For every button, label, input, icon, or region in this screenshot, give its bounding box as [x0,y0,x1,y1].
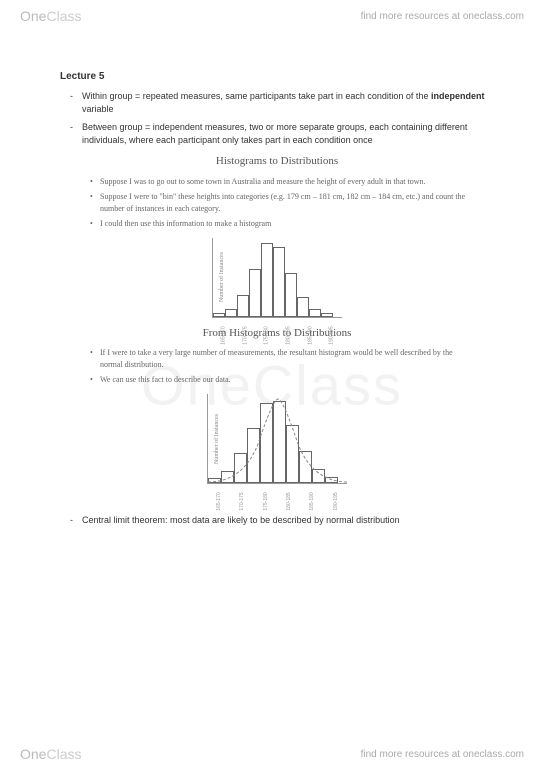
final-bullet: Central limit theorem: most data are lik… [70,514,494,527]
x-tick-label: 170-175 [239,490,246,513]
lecture-title: Lecture 5 [60,70,494,84]
histogram-bar [286,425,299,483]
main-bullets: Within group = repeated measures, same p… [60,90,494,146]
bullet-2: Between group = independent measures, tw… [70,121,494,146]
histogram-bar [297,297,309,317]
histogram-bar [273,247,285,317]
chart2-wrap: Number of Instances 165-170170-175175-18… [60,394,494,484]
histogram-bar [309,309,321,317]
s1-b1: Suppose I was to go out to some town in … [90,176,474,188]
histogram-bar [299,451,312,483]
x-tick-label: 180-185 [286,490,293,513]
histogram-bar [225,309,237,317]
histogram-bar [213,313,225,317]
x-tick-label: 165-170 [220,324,227,346]
histogram-bar [208,478,221,483]
s1-b3: I could then use this information to mak… [90,218,474,230]
chart1-xticks: 165-170170-175175-180180-185185-190190-1… [213,332,343,339]
histogram-bar [325,477,338,483]
x-tick-label: 190-195 [333,490,340,513]
b1-bold: independent [431,91,485,101]
x-tick-label: 180-185 [285,324,292,346]
histogram-bar [249,269,261,317]
final-bullets: Central limit theorem: most data are lik… [60,514,494,527]
section1-bullets: Suppose I was to go out to some town in … [60,176,494,230]
footer-link[interactable]: find more resources at oneclass.com [361,749,524,760]
section1-title: Histograms to Distributions [60,154,494,169]
x-tick-label: 185-190 [307,324,314,346]
x-tick-label: 190-195 [329,324,336,346]
s1-b2: Suppose I were to "bin" these heights in… [90,191,474,215]
fbrand-class: Class [46,746,81,762]
histogram-bar [247,428,260,483]
chart2-xticks: 165-170170-175175-180180-185185-190190-1… [208,498,348,505]
histogram-bar [312,469,325,483]
bullet-1: Within group = repeated measures, same p… [70,90,494,115]
histogram-bar [221,471,234,483]
page-footer: OneClass find more resources at oneclass… [0,738,544,770]
x-tick-label: 175-180 [264,324,271,346]
footer-brand: OneClass [20,746,81,762]
chart1-wrap: Number of Instances 165-170170-175175-18… [60,238,494,318]
histogram-chart-1: Number of Instances 165-170170-175175-18… [212,238,342,318]
x-tick-label: 165-170 [216,490,223,513]
document-content: Lecture 5 Within group = repeated measur… [0,0,544,583]
b1-post: variable [82,104,114,114]
s2-b1: If I were to take a very large number of… [90,347,474,371]
histogram-bar [237,295,249,317]
chart2-bars [208,394,348,483]
histogram-bar [260,403,273,483]
x-tick-label: 170-175 [242,324,249,346]
b1-pre: Within group = repeated measures, same p… [82,91,431,101]
x-tick-label: 175-180 [263,490,270,513]
histogram-bar [273,401,286,483]
histogram-bar [321,313,333,317]
section2-bullets: If I were to take a very large number of… [60,347,494,386]
fbrand-one: One [20,746,46,762]
chart1-bars [213,238,343,317]
histogram-bar [285,273,297,317]
histogram-chart-2: Number of Instances 165-170170-175175-18… [207,394,347,484]
x-tick-label: 185-190 [309,490,316,513]
s2-b2: We can use this fact to describe our dat… [90,374,474,386]
b2-pre: Between group = independent measures, tw… [82,122,467,145]
histogram-bar [234,453,247,483]
histogram-bar [261,243,273,317]
